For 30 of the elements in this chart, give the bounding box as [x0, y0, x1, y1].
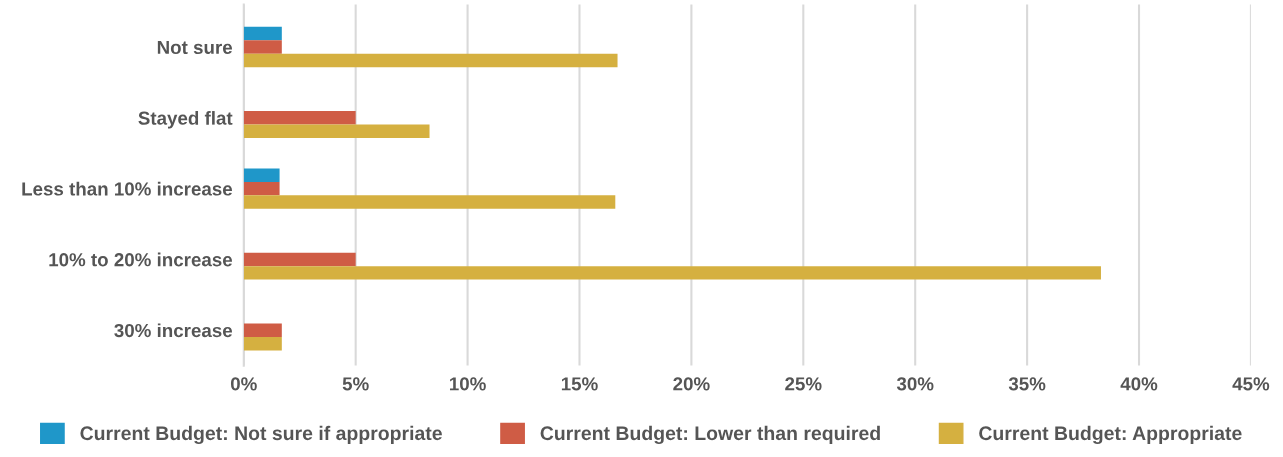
y-tick-label: 30% increase — [114, 323, 233, 338]
bar — [243, 168, 280, 182]
x-tick-label: 30% — [896, 377, 934, 391]
legend-label: Current Budget: Appropriate — [979, 425, 1242, 445]
x-tick-label: 20% — [673, 377, 710, 391]
x-tick-label: 35% — [1008, 377, 1046, 391]
bar — [243, 124, 430, 139]
y-tick-label: Less than 10% increase — [22, 181, 233, 196]
y-tick-label: Stayed flat — [138, 111, 233, 129]
x-tick-label: 25% — [785, 377, 822, 391]
bar — [243, 195, 616, 209]
x-tick-label: 45% — [1232, 377, 1270, 391]
x-tick-label: 0% — [230, 377, 257, 391]
legend-label: Current Budget: Not sure if appropriate — [80, 425, 442, 445]
x-tick-label: 15% — [561, 377, 598, 391]
bar — [243, 111, 356, 125]
y-tick-label: Not sure — [157, 40, 233, 55]
y-tick-label: 10% to 20% increase — [49, 252, 233, 267]
x-tick-label: 10% — [450, 377, 486, 391]
x-tick-label: 5% — [342, 377, 369, 391]
x-tick-label: 40% — [1120, 377, 1158, 391]
legend-label: Current Budget: Lower than required — [540, 425, 880, 445]
bar — [243, 53, 618, 68]
bar — [243, 40, 282, 54]
bar — [243, 26, 282, 41]
bar — [243, 252, 356, 267]
bar — [243, 323, 282, 337]
bar — [243, 181, 280, 196]
bar — [243, 266, 1101, 280]
bar — [243, 336, 282, 351]
